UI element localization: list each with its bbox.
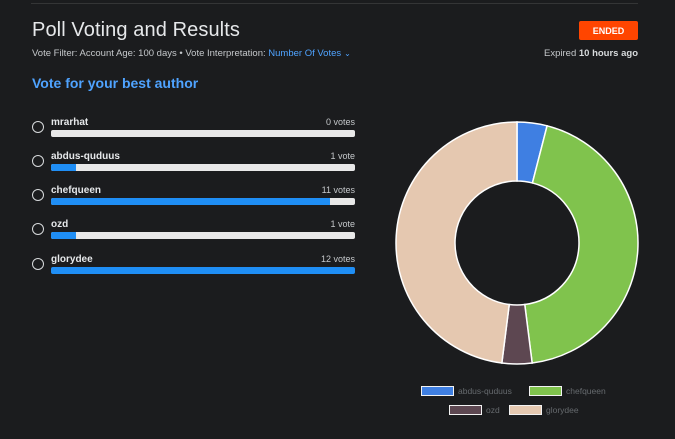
- vote-bar-fill: [51, 198, 330, 205]
- legend-label: abdus-quduus: [458, 386, 512, 396]
- top-divider: [31, 3, 638, 4]
- expired-time: 10 hours ago: [578, 48, 638, 59]
- vote-filter-bar: Vote Filter: Account Age: 100 days • Vot…: [32, 48, 351, 59]
- chevron-down-icon: ⌄: [344, 49, 351, 58]
- legend-item-abdus-quduus[interactable]: abdus-quduus: [421, 386, 512, 396]
- expired-status: Expired 10 hours ago: [544, 48, 638, 59]
- vote-interpretation-dropdown[interactable]: Number Of Votes ⌄: [268, 48, 351, 59]
- option-vote-count: 1 vote: [330, 151, 355, 161]
- radio-button[interactable]: [32, 155, 44, 167]
- option-vote-count: 0 votes: [325, 117, 355, 127]
- results-donut-chart: [395, 121, 639, 365]
- expired-prefix: Expired: [544, 48, 577, 59]
- option-name: ozd: [51, 219, 69, 230]
- vote-bar-fill: [51, 164, 77, 171]
- poll-question: Vote for your best author: [32, 75, 199, 91]
- legend-item-glorydee[interactable]: glorydee: [509, 405, 579, 415]
- vote-bar: [51, 164, 355, 171]
- vote-bar: [51, 198, 355, 205]
- radio-button[interactable]: [32, 223, 44, 235]
- vote-bar-fill: [51, 232, 77, 239]
- legend-swatch: [421, 386, 454, 396]
- option-name: abdus-quduus: [51, 151, 120, 162]
- legend-label: glorydee: [546, 405, 579, 415]
- vote-bar-fill: [51, 267, 355, 274]
- radio-button[interactable]: [32, 258, 44, 270]
- option-name: mrarhat: [51, 117, 89, 128]
- radio-button[interactable]: [32, 189, 44, 201]
- status-badge: ENDED: [579, 21, 638, 40]
- legend-swatch: [509, 405, 542, 415]
- legend-item-chefqueen[interactable]: chefqueen: [529, 386, 606, 396]
- legend-item-ozd[interactable]: ozd: [449, 405, 500, 415]
- poll-option-abdus-quduus[interactable]: abdus-quduus 1 vote: [32, 151, 355, 171]
- option-vote-count: 12 votes: [320, 254, 355, 264]
- page-title: Poll Voting and Results: [32, 19, 240, 41]
- filter-separator: •: [179, 48, 183, 59]
- option-name: chefqueen: [51, 185, 102, 196]
- poll-option-chefqueen[interactable]: chefqueen 11 votes: [32, 185, 355, 205]
- legend-label: ozd: [486, 405, 500, 415]
- vote-interpretation-label: Vote Interpretation:: [185, 48, 266, 59]
- vote-bar: [51, 130, 355, 137]
- donut-slice-glorydee[interactable]: [395, 121, 518, 364]
- vote-interpretation-value: Number Of Votes: [268, 48, 342, 59]
- option-vote-count: 1 vote: [330, 219, 355, 229]
- radio-button[interactable]: [32, 121, 44, 133]
- vote-bar: [51, 267, 355, 274]
- donut-slice-chefqueen[interactable]: [523, 124, 639, 364]
- option-vote-count: 11 votes: [321, 185, 355, 195]
- vote-filter-value: Account Age: 100 days: [79, 48, 177, 59]
- option-name: glorydee: [51, 254, 93, 265]
- vote-filter-label: Vote Filter:: [32, 48, 78, 59]
- legend-swatch: [449, 405, 482, 415]
- legend-label: chefqueen: [566, 386, 606, 396]
- poll-option-ozd[interactable]: ozd 1 vote: [32, 219, 355, 239]
- vote-bar: [51, 232, 355, 239]
- poll-option-mrarhat[interactable]: mrarhat 0 votes: [32, 117, 355, 137]
- legend-swatch: [529, 386, 562, 396]
- poll-option-glorydee[interactable]: glorydee 12 votes: [32, 254, 355, 274]
